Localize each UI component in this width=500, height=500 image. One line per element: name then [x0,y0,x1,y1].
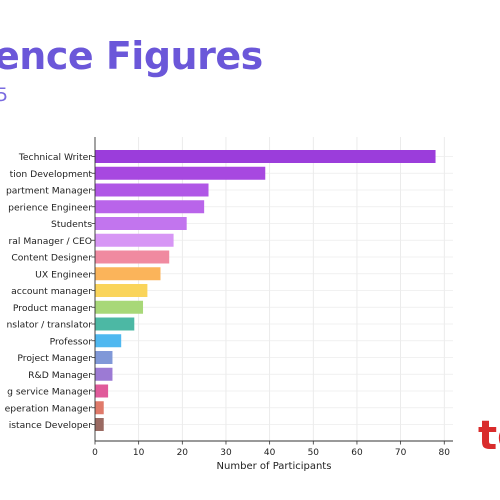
x-tick-label: 50 [308,448,320,458]
bar [95,384,109,398]
category-label: tion Development [10,169,93,180]
axes: 0 10 20 30 40 50 60 70 80 [91,137,453,458]
bar [95,166,266,180]
bar [95,217,187,230]
category-label: Content Designer [11,253,92,264]
bar [95,284,148,297]
category-label: Product manager [13,303,92,314]
x-tick-label: 40 [264,448,276,458]
category-label: UX Engineer [35,269,92,280]
bar [95,351,113,364]
bar [95,233,174,247]
bar [95,267,161,281]
bar [95,250,170,264]
category-label: istance Developer [9,420,92,431]
bar [95,334,122,348]
x-axis-label: Number of Participants [217,461,332,472]
chart-title: ence Figures [0,34,263,78]
category-label: perience Engineer [8,202,92,213]
category-labels: Technical Writer tion Development partment… [5,152,93,431]
bar [95,183,209,197]
category-label: account manager [11,286,92,297]
brand-logo-icon: to [478,413,500,459]
x-tick-label: 20 [177,448,189,458]
x-tick-label: 60 [351,448,363,458]
bar [95,418,104,431]
category-label: Project Manager [17,353,92,364]
category-label: partment Manager [6,186,92,197]
x-tick-label: 80 [439,448,451,458]
x-tick-label: 10 [133,448,145,458]
bar [95,317,135,331]
grid-lines [94,137,453,441]
bars [95,150,436,431]
chart-subtitle: 5 [0,84,9,106]
category-label: R&D Manager [28,370,92,381]
category-label: Professor [50,336,93,347]
bar [95,150,436,163]
x-tick-label: 30 [220,448,232,458]
category-label: eperation Manager [5,403,93,414]
bar [95,401,104,415]
x-tick-label: 70 [395,448,407,458]
bar [95,367,113,381]
x-tick-label: 0 [92,448,98,458]
category-label: Technical Writer [18,152,92,163]
category-label: nslator / translator [6,320,92,331]
bar [95,200,205,214]
bar [95,300,144,314]
category-label: Students [51,219,92,230]
category-label: ral Manager / CEO [8,236,92,247]
category-label: g service Manager [7,387,92,398]
